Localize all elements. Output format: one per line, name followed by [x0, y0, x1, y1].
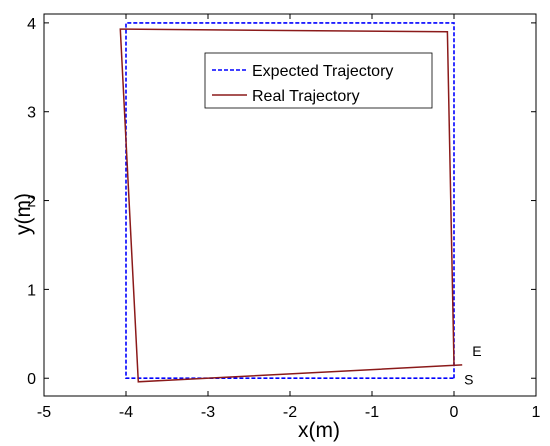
- x-tick-label: -2: [283, 404, 297, 421]
- x-tick-label: -3: [201, 404, 215, 421]
- legend-label-real-trajectory: Real Trajectory: [252, 88, 360, 105]
- x-axis-label: x(m): [298, 419, 340, 442]
- legend-label-expected-trajectory: Expected Trajectory: [252, 63, 393, 80]
- x-tick-label: 1: [532, 404, 541, 421]
- annotation-s: S: [464, 371, 473, 387]
- series-line-expected-trajectory: [125, 22, 455, 380]
- y-tick-label: 1: [27, 282, 36, 299]
- annotations-group: ES: [464, 343, 482, 387]
- y-axis-label: y(m): [12, 193, 35, 235]
- y-tick-label: 4: [27, 16, 36, 33]
- y-tick-label: 0: [27, 371, 36, 388]
- series-group: [119, 22, 463, 383]
- y-tick-label: 3: [27, 105, 36, 122]
- x-tick-label: -1: [365, 404, 379, 421]
- x-tick-label: -5: [37, 404, 51, 421]
- x-tick-label: 0: [450, 404, 459, 421]
- series-line-real-trajectory: [119, 28, 463, 383]
- y-tick-label: 2: [27, 194, 36, 211]
- legend: Expected Trajectory Real Trajectory: [204, 52, 433, 109]
- ticks-group: -5 -4 -3 -2 -1 0 1 0 1 2 3 4: [27, 14, 541, 421]
- x-tick-label: -4: [119, 404, 133, 421]
- annotation-e: E: [472, 343, 481, 359]
- legend-box: [204, 52, 433, 109]
